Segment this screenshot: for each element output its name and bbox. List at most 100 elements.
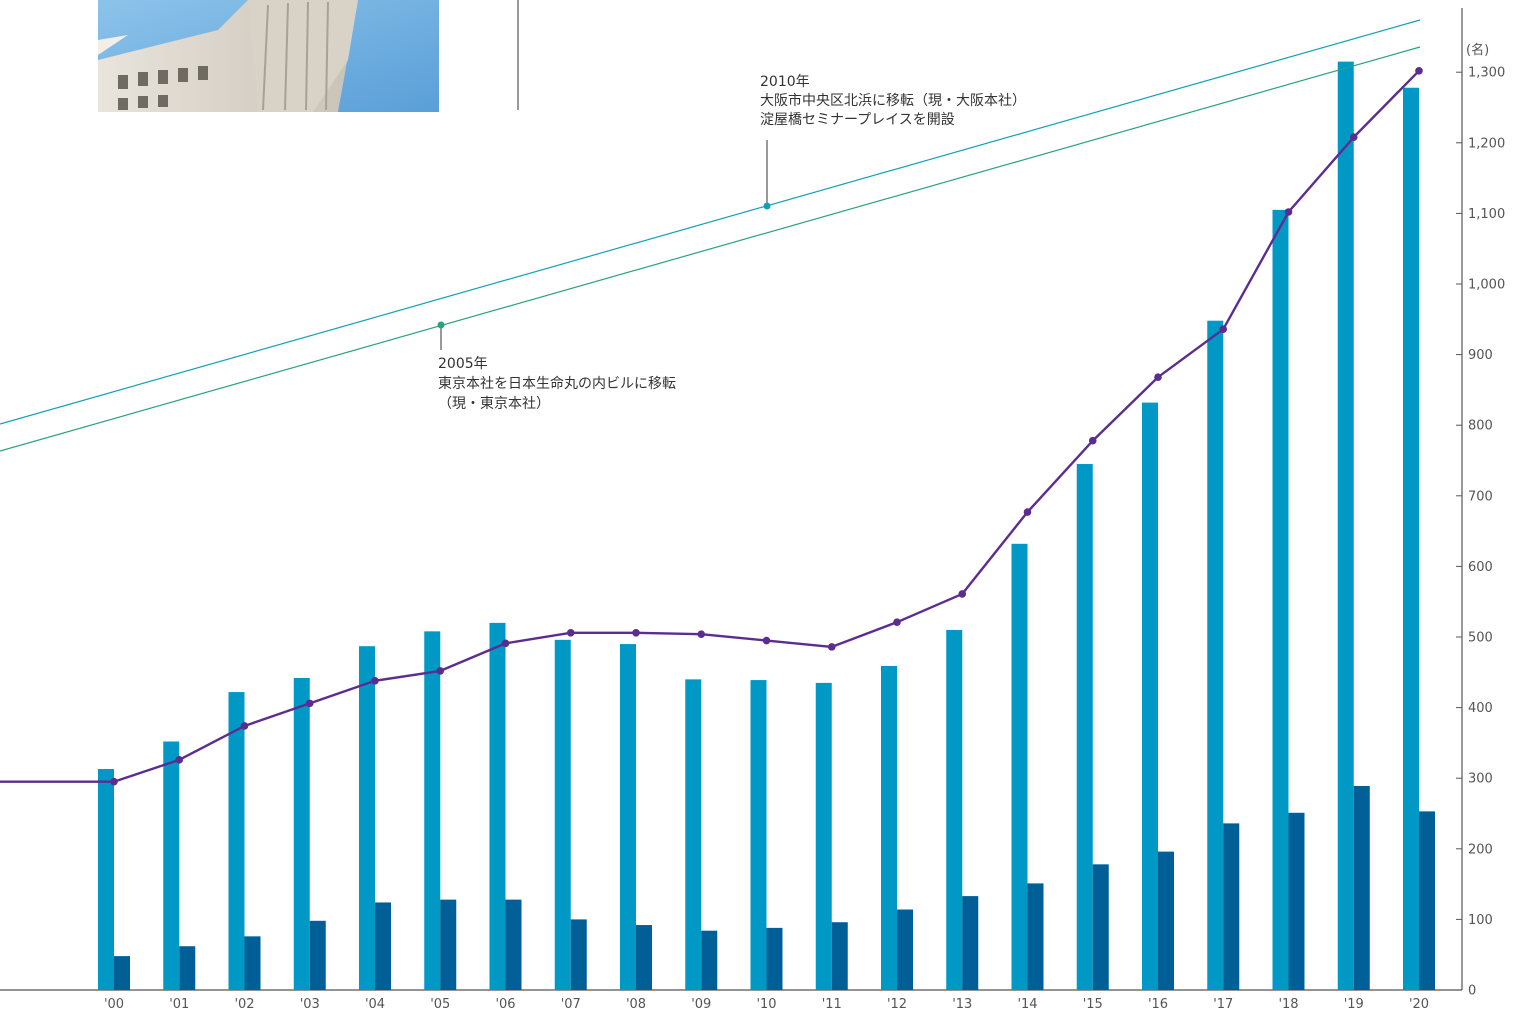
y-tick-label: 1,000 [1468,278,1505,293]
x-tick-label: '10 [756,997,776,1011]
bar-series-1 [815,682,832,990]
y-tick-label: 1,300 [1468,66,1505,81]
bar-series-1 [1076,464,1093,990]
bar-series-2 [505,899,522,990]
line-point [827,643,836,651]
bar-series-1 [1142,402,1158,990]
bar-series-1 [1207,320,1224,990]
x-tick-label: '02 [234,997,254,1011]
line-point [305,699,314,708]
line-point [697,630,706,638]
bar-series-1 [424,631,441,990]
annotation-marker-2010 [763,202,771,210]
bar-series-2 [701,930,718,990]
bar-series-1 [750,680,767,990]
bar-series-2 [114,956,130,990]
x-tick-label: '11 [822,997,842,1011]
y-tick-label: 800 [1468,419,1493,434]
y-tick-label: 0 [1468,984,1476,999]
x-tick-label: '14 [1017,997,1037,1011]
bar-series-2 [1353,785,1370,990]
bar-series-2 [1158,851,1174,990]
x-tick-label: '01 [169,997,189,1011]
annotation-text-2005: （現・東京本社） [438,396,550,412]
line-point [175,756,184,764]
bar-series-1 [489,622,506,990]
x-tick-label: '12 [887,997,907,1011]
annotation-text-2005: 2005年 [438,356,488,372]
y-tick-label: 1,100 [1468,207,1505,222]
annotation-text-2005: 東京本社を日本生命丸の内ビルに移転 [438,375,676,392]
line-point [371,676,379,685]
bar-series-2 [244,936,261,990]
bar-series-1 [228,692,245,990]
line-point [566,628,575,637]
bar-series-2 [1288,812,1305,990]
x-tick-label: '20 [1409,997,1429,1011]
bar-series-2 [962,896,979,990]
line-point [1415,66,1423,75]
x-tick-label: '19 [1344,997,1364,1011]
bar-series-2 [1419,811,1435,990]
y-tick-label: 300 [1468,772,1493,787]
bar-series-1 [1403,87,1419,991]
bar-series-2 [831,922,848,990]
bar-series-2 [636,925,652,990]
x-tick-label: '13 [952,997,972,1011]
bar-series-2 [897,909,913,990]
line-point [1349,133,1358,141]
x-tick-label: '15 [1083,997,1103,1011]
bar-series-2 [1027,883,1044,990]
x-tick-label: '04 [365,997,385,1011]
bar-series-1 [1272,209,1289,990]
x-tick-label: '03 [300,997,320,1011]
y-tick-label: 700 [1468,489,1493,504]
bar-series-1 [946,629,963,990]
bar-series-2 [766,927,783,990]
y-tick-label: 500 [1468,631,1493,646]
y-tick-label: 1,200 [1468,136,1505,151]
y-tick-label: 100 [1468,913,1493,928]
line-point [958,590,967,598]
x-tick-label: '05 [430,997,450,1011]
line-point [501,639,510,648]
annotation-text-2010: 2010年 [760,74,810,90]
line-point [1088,436,1097,445]
y-axis-unit: (名) [1466,42,1489,58]
line-point [632,628,640,637]
bar-series-1 [163,741,180,990]
x-tick-label: '08 [626,997,646,1011]
y-tick-label: 900 [1468,348,1493,363]
line-point [762,636,771,645]
bar-series-1 [1011,543,1028,990]
line-point [110,777,118,786]
bar-series-2 [440,899,457,990]
line-point [436,667,445,675]
bar-series-1 [1337,61,1354,991]
line-point [1284,208,1293,216]
x-tick-label: '16 [1148,997,1168,1011]
line-point [1154,373,1162,381]
annotation-text-2010: 淀屋橋セミナープレイスを開設 [760,112,955,128]
bar-series-2 [1092,864,1109,990]
line-series [0,69,1420,783]
x-tick-label: '07 [561,997,581,1011]
bar-series-1 [685,679,702,990]
bar-series-1 [359,646,375,990]
line-point [240,722,249,730]
building-photo [98,0,439,112]
x-tick-label: '00 [104,997,124,1011]
bar-series-1 [620,644,636,990]
x-tick-label: '18 [1278,997,1298,1011]
timeline-line-2010 [0,19,1421,425]
bar-series-2 [1223,823,1240,990]
bar-series-1 [881,665,897,990]
bar-series-1 [98,769,114,990]
bar-series-2 [179,946,196,990]
x-tick-label: '06 [495,997,515,1011]
x-tick-label: '17 [1213,997,1233,1011]
bar-series-2 [375,902,391,990]
line-point [1023,508,1032,516]
annotation-text-2010: 大阪市中央区北浜に移転（現・大阪本社） [760,92,1026,109]
